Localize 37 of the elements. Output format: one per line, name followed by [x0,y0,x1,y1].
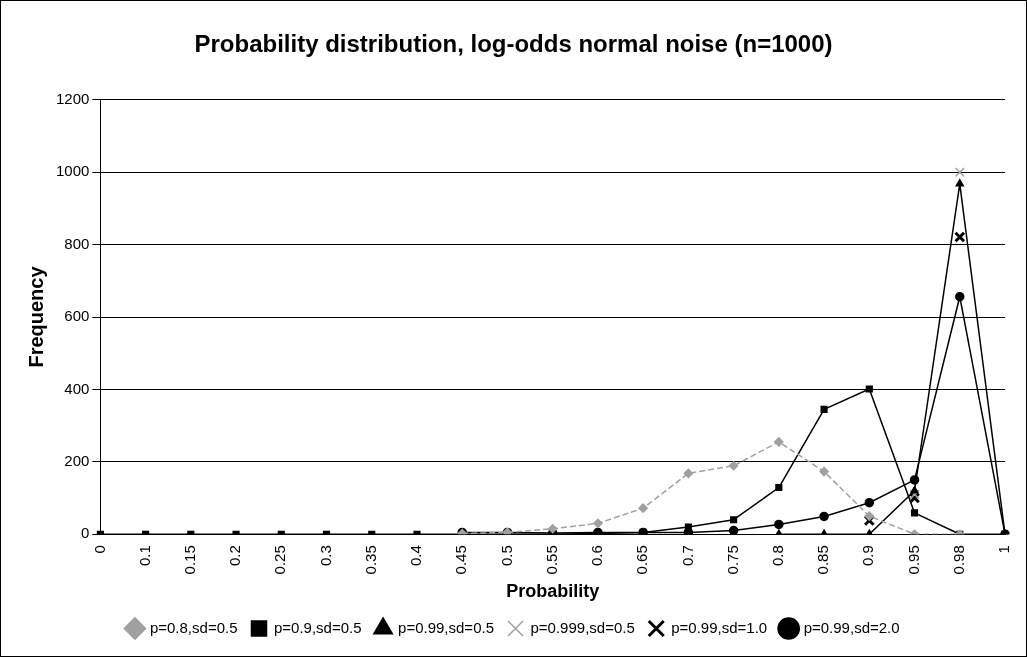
x-tick-label: 0.65 [633,545,651,575]
legend-label: p=0.99,sd=1.0 [671,618,768,636]
legend-label: p=0.999,sd=0.5 [530,618,635,636]
chart-title: Probability distribution, log-odds normal noise (n=1000) [194,30,833,58]
x-tick-label: 0.7 [678,545,696,567]
x-tick-label: 0.25 [271,545,289,575]
x-tick-label: 0.4 [407,545,425,567]
y-tick-label: 600 [64,307,90,325]
x-axis-title: Probability [506,581,600,602]
x-tick-label: 0.55 [542,545,560,575]
x-tick-label: 0.2 [226,545,244,567]
x-tick-label: 0.3 [316,545,334,567]
x-tick-label: 0.45 [452,545,470,575]
legend-label: p=0.99,sd=2.0 [803,618,900,636]
x-tick-label: 0 [90,545,108,554]
x-tick-label: 1 [995,545,1013,554]
legend-label: p=0.99,sd=0.5 [398,618,494,636]
x-tick-label: 0.6 [588,545,606,567]
y-axis-title: Frequency [24,265,47,368]
legend-label: p=0.9,sd=0.5 [273,618,362,636]
y-tick-label: 800 [64,234,90,252]
x-tick-label: 0.15 [180,545,198,575]
y-tick-label: 400 [64,379,90,397]
y-tick-label: 200 [64,451,90,469]
x-tick-label: 0.9 [859,545,877,567]
x-tick-label: 0.75 [723,545,741,575]
y-tick-label: 0 [81,524,90,542]
legend-label: p=0.8,sd=0.5 [149,618,238,636]
x-tick-label: 0.95 [904,545,922,575]
x-tick-label: 0.8 [768,545,786,567]
y-tick-label: 1000 [55,162,90,180]
x-tick-label: 0.5 [497,545,515,567]
x-tick-label: 0.1 [135,545,153,567]
x-tick-label: 0.85 [814,545,832,575]
y-tick-label: 1200 [55,89,90,107]
x-tick-label: 0.98 [949,545,967,575]
x-tick-label: 0.35 [361,545,379,575]
